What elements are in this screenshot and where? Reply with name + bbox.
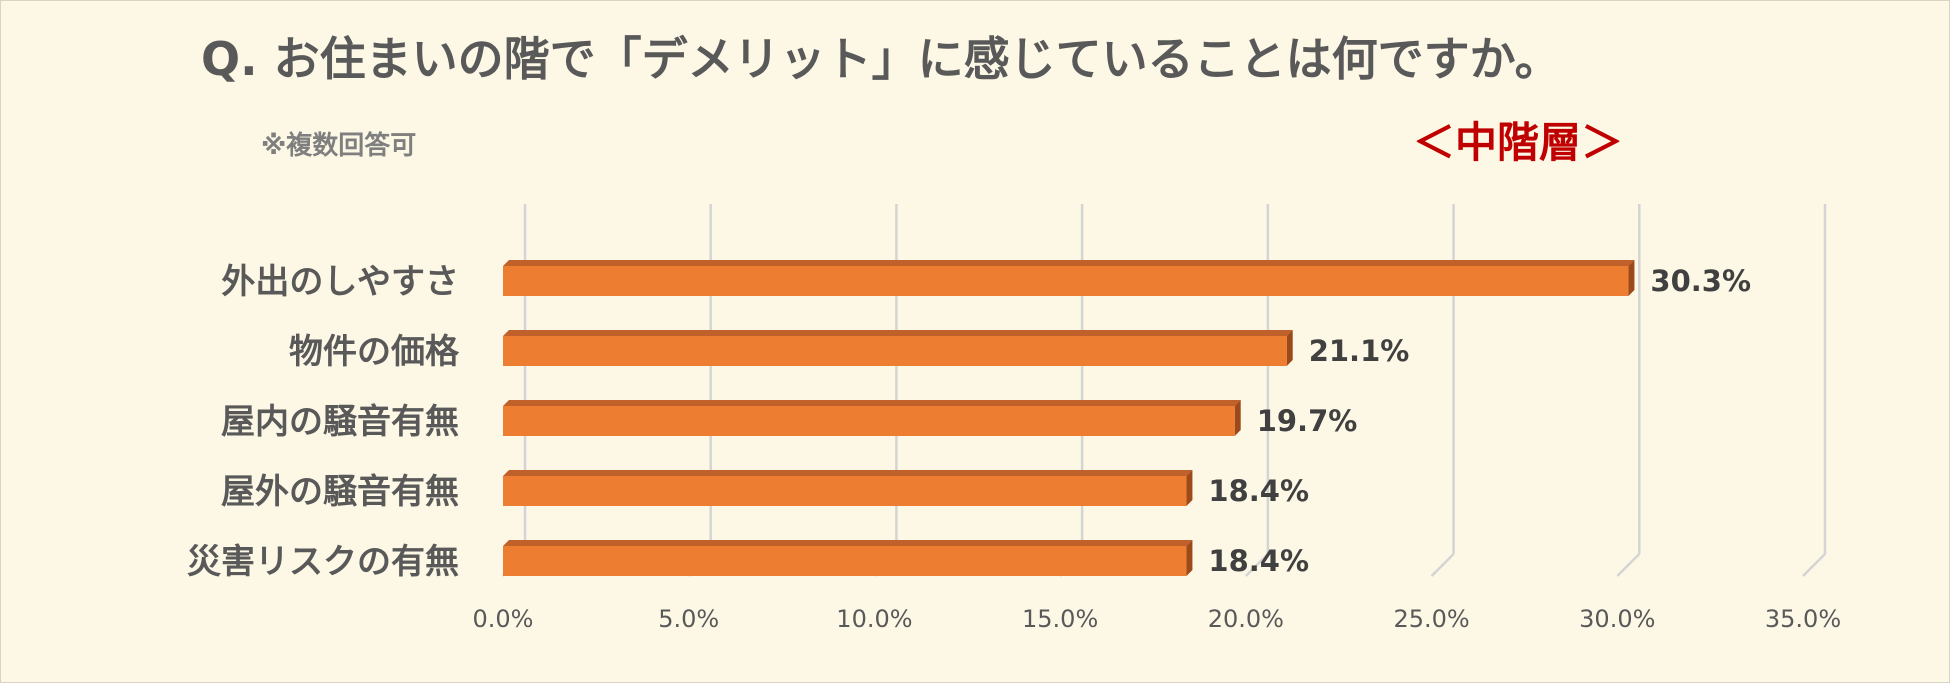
- bar-top-face: [503, 540, 1193, 546]
- x-tick-label: 5.0%: [658, 605, 719, 633]
- category-label: 外出のしやすさ: [221, 262, 459, 302]
- gridline-floor: [1430, 553, 1455, 577]
- data-label: 18.4%: [1208, 474, 1309, 508]
- bar-top-face: [503, 330, 1293, 336]
- bar-side-face: [1234, 400, 1241, 436]
- bar-top-face: [503, 400, 1241, 406]
- data-label: 21.1%: [1309, 334, 1410, 368]
- segment-label: ＜中階層＞: [1413, 118, 1624, 167]
- x-tick-label: 0.0%: [473, 605, 534, 633]
- bar-5: [503, 546, 1187, 576]
- data-label: 30.3%: [1650, 264, 1751, 298]
- bar-4: [503, 476, 1187, 506]
- data-label: 19.7%: [1257, 404, 1358, 438]
- bar-side-face: [1286, 330, 1293, 366]
- x-tick-label: 15.0%: [1022, 605, 1098, 633]
- gridline-floor: [1244, 553, 1269, 577]
- bar-top-face: [503, 470, 1193, 476]
- bar-2: [503, 336, 1287, 366]
- x-tick-label: 20.0%: [1208, 605, 1284, 633]
- x-tick-label: 35.0%: [1765, 605, 1841, 633]
- bar-side-face: [1186, 470, 1193, 506]
- bar-side-face: [1628, 260, 1635, 296]
- category-label: 災害リスクの有無: [187, 542, 459, 582]
- multiple-answer-note: ※複数回答可: [261, 131, 417, 161]
- data-label: 18.4%: [1208, 544, 1309, 578]
- bar-side-face: [1186, 540, 1193, 576]
- chart-title: Q. お住まいの階で「デメリット」に感じていることは何ですか。: [201, 32, 1561, 86]
- bar-1: [503, 266, 1629, 296]
- bar-top-face: [503, 260, 1635, 266]
- x-tick-label: 10.0%: [836, 605, 912, 633]
- gridline-floor: [1616, 553, 1641, 577]
- bar-3: [503, 406, 1235, 436]
- x-tick-label: 25.0%: [1393, 605, 1469, 633]
- gridline-floor: [1802, 553, 1826, 577]
- x-tick-label: 30.0%: [1579, 605, 1655, 633]
- category-label: 屋内の騒音有無: [221, 402, 459, 442]
- category-label: 屋外の騒音有無: [221, 472, 459, 512]
- category-label: 物件の価格: [289, 332, 460, 372]
